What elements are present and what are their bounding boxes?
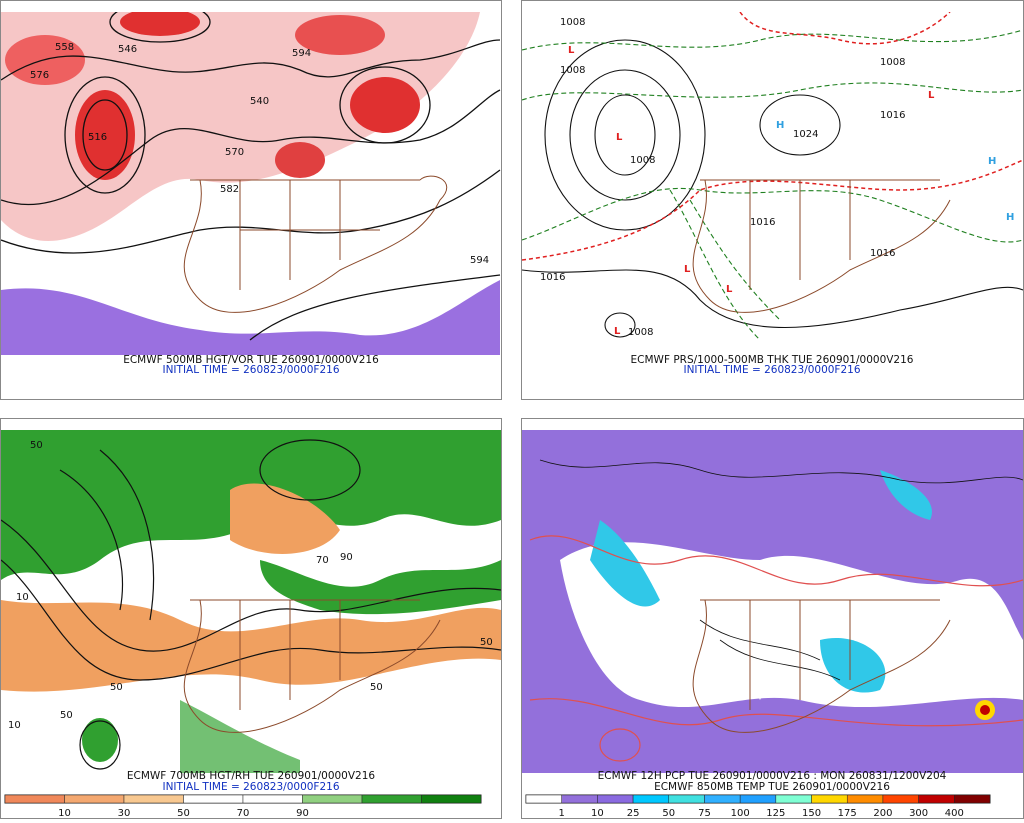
- colorbar-tick-label: 30: [118, 808, 131, 819]
- contour-label: 50: [60, 710, 73, 721]
- colorbar-tick-label: 300: [909, 808, 928, 819]
- contour-label: 10: [16, 592, 29, 603]
- svg-text:H: H: [1006, 212, 1014, 223]
- contour-label: 1008: [560, 65, 585, 76]
- map-500mb: [1, 12, 501, 355]
- colorbar-tick-label: 150: [802, 808, 821, 819]
- panel-subtitle: INITIAL TIME = 260823/0000F216: [162, 364, 339, 376]
- contour-label: 594: [292, 48, 311, 59]
- colorbar-tick-label: 10: [591, 808, 604, 819]
- colorbar-tick-label: 70: [237, 808, 250, 819]
- colorbar-tick-label: 50: [662, 808, 675, 819]
- contour-label: 594: [470, 255, 489, 266]
- svg-text:L: L: [616, 132, 623, 143]
- colorbar-tick-label: 75: [698, 808, 711, 819]
- colorbar-swatch: [123, 794, 184, 804]
- contour-label: 90: [340, 552, 353, 563]
- contour-label: 558: [55, 42, 74, 53]
- contour-label: 516: [88, 132, 107, 143]
- colorbar-swatch: [668, 794, 705, 804]
- colorbar-tick-label: 400: [945, 808, 964, 819]
- contour-label: 1024: [793, 129, 818, 140]
- colorbar-swatch: [882, 794, 919, 804]
- svg-text:L: L: [726, 284, 733, 295]
- contour-label: 50: [370, 682, 383, 693]
- colorbar-tick-label: 50: [177, 808, 190, 819]
- colorbar-swatch: [525, 794, 562, 804]
- contour-label: 1016: [880, 110, 905, 121]
- colorbar-swatch: [361, 794, 422, 804]
- colorbar-tick-label: 90: [296, 808, 309, 819]
- svg-text:L: L: [684, 264, 691, 275]
- contour-label: 1016: [750, 217, 775, 228]
- contour-label: 570: [225, 147, 244, 158]
- panel-title: ECMWF PRS/1000-500MB THK TUE 260901/0000…: [631, 354, 914, 366]
- colorbar-tick-label: 10: [58, 808, 71, 819]
- colorbar-tick-label: 175: [838, 808, 857, 819]
- map-700mb: [1, 430, 501, 773]
- contour-label: 1008: [630, 155, 655, 166]
- colorbar-swatch: [739, 794, 777, 804]
- colorbar-swatch: [302, 794, 363, 804]
- colorbar-swatch: [704, 794, 741, 804]
- colorbar-swatch: [183, 794, 244, 804]
- contour-label: 582: [220, 184, 239, 195]
- panel-title: ECMWF 500MB HGT/VOR TUE 260901/0000V216: [123, 354, 379, 366]
- contour-label: 1016: [870, 248, 895, 259]
- colorbar-swatch: [421, 794, 482, 804]
- colorbar-swatch: [954, 794, 991, 804]
- contour-label: 50: [30, 440, 43, 451]
- colorbar-swatch: [597, 794, 634, 804]
- contour-label: 50: [480, 637, 493, 648]
- colorbar-swatch: [632, 794, 670, 804]
- colorbar-tick-label: 100: [731, 808, 750, 819]
- map-precip: [522, 430, 1023, 773]
- panel-title: ECMWF 700MB HGT/RH TUE 260901/0000V216: [127, 770, 376, 782]
- colorbar-swatch: [918, 794, 955, 804]
- contour-label: 576: [30, 70, 49, 81]
- colorbar-swatch: [846, 794, 884, 804]
- contour-label: 546: [118, 44, 137, 55]
- colorbar-swatch: [4, 794, 65, 804]
- contour-label: 540: [250, 96, 269, 107]
- colorbar-swatch: [811, 794, 848, 804]
- panel-subtitle: INITIAL TIME = 260823/0000F216: [683, 364, 860, 376]
- svg-text:H: H: [776, 120, 784, 131]
- colorbar-swatch: [242, 794, 303, 804]
- colorbar-tick-label: 125: [766, 808, 785, 819]
- colorbar-tick-label: 200: [873, 808, 892, 819]
- contour-label: 10: [8, 720, 21, 731]
- colorbar-swatch: [64, 794, 125, 804]
- colorbar-tick-label: 25: [627, 808, 640, 819]
- contour-label: 1008: [628, 327, 653, 338]
- contour-label: 1008: [560, 17, 585, 28]
- contour-label: 50: [110, 682, 123, 693]
- svg-text:L: L: [928, 90, 935, 101]
- colorbar-swatch: [561, 794, 598, 804]
- colorbar-swatch: [775, 794, 812, 804]
- map-surface: L L L L L L H H H: [522, 12, 1023, 355]
- svg-text:L: L: [568, 45, 575, 56]
- contour-label: 1008: [880, 57, 905, 68]
- svg-text:H: H: [988, 156, 996, 167]
- panel-subtitle: INITIAL TIME = 260823/0000F216: [162, 781, 339, 793]
- colorbar-tick-label: 1: [559, 808, 565, 819]
- panel-subtitle: ECMWF 850MB TEMP TUE 260901/0000V216: [654, 781, 890, 793]
- panel-title: ECMWF 12H PCP TUE 260901/0000V216 : MON …: [598, 770, 947, 782]
- svg-text:L: L: [614, 326, 621, 337]
- contour-label: 70: [316, 555, 329, 566]
- contour-label: 1016: [540, 272, 565, 283]
